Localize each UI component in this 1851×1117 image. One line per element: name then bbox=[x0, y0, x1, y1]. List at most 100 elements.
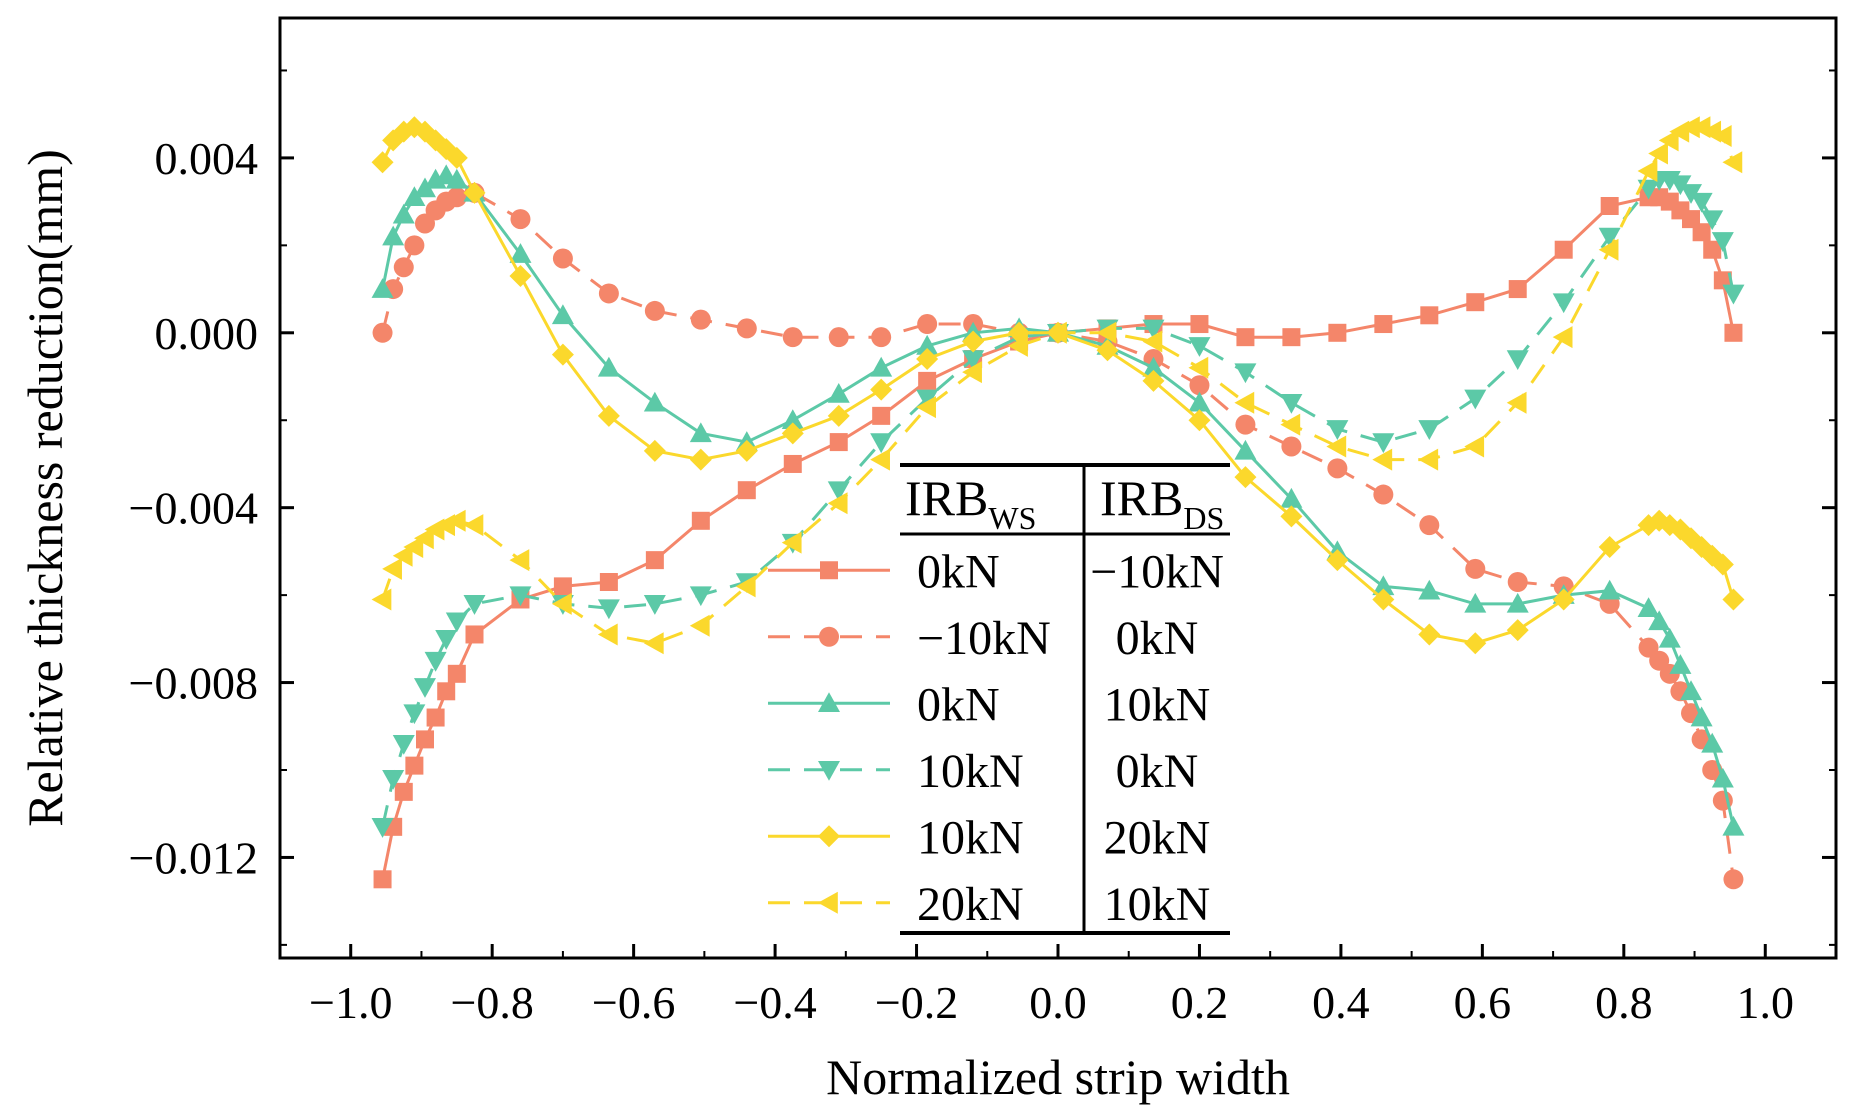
data-point bbox=[1554, 240, 1573, 259]
data-point bbox=[1648, 142, 1668, 165]
data-point bbox=[1327, 458, 1348, 479]
x-tick-label: −1.0 bbox=[309, 977, 392, 1028]
data-point bbox=[509, 264, 532, 287]
data-point bbox=[1234, 439, 1257, 460]
data-point bbox=[1552, 326, 1573, 349]
data-point bbox=[509, 549, 530, 572]
data-point bbox=[1506, 350, 1529, 371]
data-point bbox=[1372, 588, 1395, 611]
x-tick-label: 0.0 bbox=[1029, 977, 1087, 1028]
data-point bbox=[1142, 330, 1163, 353]
legend-entry-1: 0kN −10kN bbox=[768, 545, 1224, 598]
legend-header-ds-subscript: DS bbox=[1183, 500, 1224, 536]
data-point bbox=[1506, 619, 1529, 642]
data-point bbox=[643, 595, 666, 615]
legend-ws-value: −10kN bbox=[917, 612, 1051, 665]
data-point bbox=[1189, 375, 1210, 396]
data-point bbox=[1418, 579, 1441, 600]
data-point bbox=[643, 439, 666, 462]
data-point bbox=[413, 527, 434, 550]
data-point bbox=[1047, 321, 1067, 344]
x-tick-label: −0.6 bbox=[592, 977, 675, 1028]
data-point bbox=[424, 651, 447, 672]
axes-layer: 0.004 0.000 −0.004 −0.008 −0.012 −1.0 −0.8 −0.6… bbox=[129, 69, 1837, 1028]
data-point bbox=[1234, 363, 1257, 384]
data-point bbox=[827, 404, 850, 427]
data-point bbox=[1722, 588, 1745, 611]
data-point bbox=[1280, 393, 1303, 414]
data-point bbox=[1723, 869, 1744, 890]
data-point bbox=[689, 448, 712, 471]
data-point bbox=[917, 314, 938, 335]
data-point bbox=[1326, 420, 1349, 440]
data-point bbox=[1188, 356, 1209, 379]
data-point bbox=[597, 623, 618, 646]
data-point bbox=[1658, 627, 1681, 648]
data-point bbox=[1690, 192, 1713, 213]
x-tick-label: 0.4 bbox=[1312, 977, 1370, 1028]
data-point bbox=[1372, 575, 1395, 596]
data-point bbox=[1465, 558, 1486, 579]
x-tick-label: 0.2 bbox=[1171, 977, 1229, 1028]
data-point bbox=[1680, 680, 1703, 701]
data-point bbox=[1711, 232, 1734, 252]
data-point bbox=[1637, 160, 1658, 183]
series-layer bbox=[371, 116, 1745, 890]
data-point bbox=[509, 243, 532, 263]
data-point bbox=[1680, 116, 1700, 139]
data-point bbox=[510, 209, 531, 230]
data-point bbox=[1722, 815, 1745, 836]
data-point bbox=[1096, 339, 1119, 362]
data-point bbox=[643, 632, 664, 655]
data-point bbox=[1235, 414, 1256, 435]
data-point bbox=[1637, 597, 1660, 618]
data-point bbox=[1506, 592, 1529, 613]
data-point bbox=[827, 481, 850, 502]
data-point bbox=[827, 492, 848, 515]
data-point bbox=[1326, 549, 1349, 572]
data-point bbox=[1188, 391, 1211, 412]
data-point bbox=[1188, 409, 1211, 432]
data-point bbox=[916, 396, 936, 419]
data-point bbox=[404, 235, 425, 256]
data-point bbox=[551, 304, 574, 325]
data-point bbox=[1142, 356, 1165, 377]
data-point bbox=[1600, 197, 1619, 215]
data-point bbox=[445, 612, 468, 633]
data-point bbox=[437, 682, 456, 701]
data-point bbox=[392, 734, 415, 755]
data-point bbox=[1418, 623, 1441, 646]
data-point bbox=[598, 283, 619, 304]
legend-ds-value: 10kN bbox=[1104, 878, 1211, 931]
data-point bbox=[1418, 420, 1441, 440]
data-point bbox=[872, 406, 891, 425]
data-point bbox=[691, 511, 710, 530]
data-point bbox=[552, 248, 573, 269]
data-point bbox=[1552, 588, 1575, 611]
data-point bbox=[1598, 536, 1621, 559]
series-5 bbox=[371, 116, 1745, 655]
data-point bbox=[551, 592, 572, 615]
data-point bbox=[736, 318, 757, 339]
legend-header-ws-subscript: WS bbox=[988, 500, 1036, 536]
data-point bbox=[829, 433, 848, 452]
data-point bbox=[1701, 732, 1724, 753]
x-tick-label: −0.4 bbox=[733, 977, 816, 1028]
data-point bbox=[1680, 184, 1703, 204]
data-point bbox=[781, 531, 802, 554]
legend-ds-value: 0kN bbox=[1116, 745, 1199, 798]
data-point bbox=[818, 891, 838, 914]
data-point bbox=[1669, 654, 1692, 674]
data-point bbox=[916, 389, 939, 410]
data-point bbox=[1190, 315, 1209, 334]
data-point bbox=[962, 350, 985, 371]
data-point bbox=[916, 348, 939, 371]
data-point bbox=[394, 782, 413, 801]
data-point bbox=[1711, 767, 1734, 788]
legend-ws-value: 10kN bbox=[917, 811, 1024, 864]
x-tick-label: 0.6 bbox=[1454, 977, 1512, 1028]
data-point bbox=[445, 168, 468, 189]
data-point bbox=[597, 404, 620, 427]
data-point bbox=[463, 514, 484, 537]
